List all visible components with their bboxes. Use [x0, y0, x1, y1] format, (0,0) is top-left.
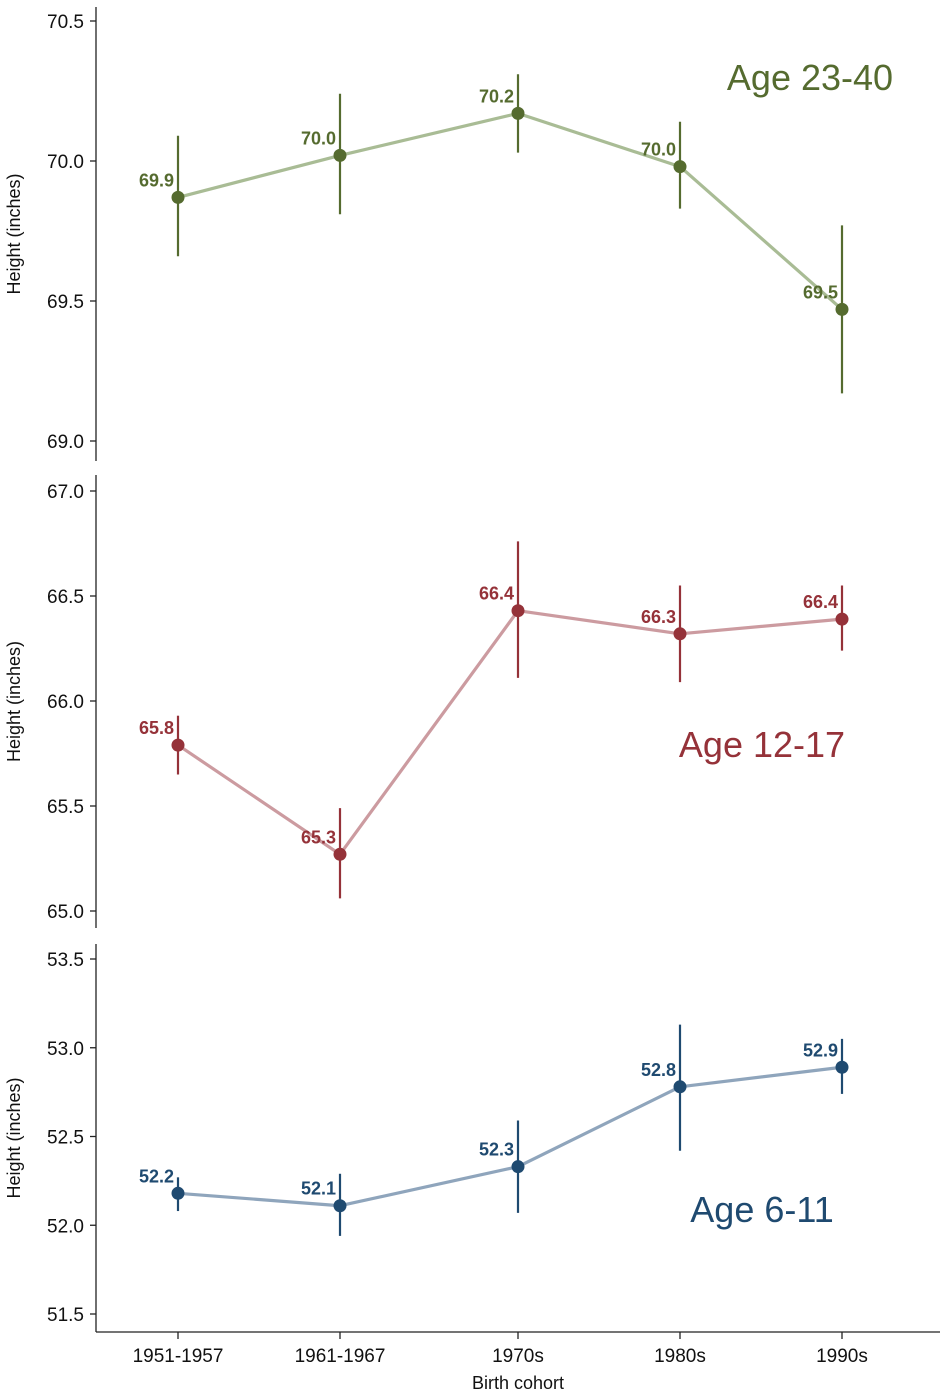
- data-point: [171, 738, 185, 752]
- panel-title: Age 12-17: [679, 724, 845, 765]
- data-label: 66.3: [641, 607, 676, 627]
- panel-2: 65.0 65.5 66.0 66.5 67.0 Height (inches) 65.8 6…: [4, 475, 849, 928]
- data-label: 52.1: [301, 1179, 336, 1199]
- panel-1: 69.0 69.5 70.0 70.5 Height (inches) 69.9 70.0 7…: [4, 7, 893, 461]
- y-tick-label: 52.0: [47, 1216, 84, 1237]
- y-tick-label: 65.0: [47, 902, 84, 923]
- data-label: 52.3: [479, 1140, 514, 1160]
- y-tick-label: 67.0: [47, 482, 84, 503]
- data-label: 66.4: [803, 592, 838, 612]
- data-point: [333, 148, 347, 162]
- panel-title: Age 23-40: [727, 57, 893, 98]
- y-tick-label: 66.5: [47, 587, 84, 608]
- x-tick-label: 1961-1967: [295, 1346, 386, 1367]
- x-tick-label: 1990s: [816, 1346, 868, 1367]
- y-axis-title: Height (inches): [4, 1077, 24, 1198]
- y-tick-label: 52.5: [47, 1128, 84, 1149]
- data-point: [171, 1186, 185, 1200]
- x-tick-label: 1980s: [654, 1346, 706, 1367]
- data-label: 52.2: [139, 1166, 174, 1186]
- x-tick-label: 1970s: [492, 1346, 544, 1367]
- series-line: [177, 1065, 843, 1208]
- x-tick-label: 1951-1957: [133, 1346, 224, 1367]
- y-tick-label: 65.5: [47, 797, 84, 818]
- data-label: 69.5: [803, 282, 838, 302]
- data-point: [333, 1199, 347, 1213]
- y-tick-label: 66.0: [47, 692, 84, 713]
- data-label: 70.2: [479, 86, 514, 106]
- data-point: [835, 1060, 849, 1074]
- data-label: 69.9: [139, 170, 174, 190]
- data-point: [673, 160, 687, 174]
- data-label: 65.8: [139, 718, 174, 738]
- chart-panels: 69.0 69.5 70.0 70.5 Height (inches) 69.9 70.0 7…: [4, 7, 893, 1332]
- data-label: 70.0: [301, 128, 336, 148]
- data-point: [333, 847, 347, 861]
- data-label: 52.9: [803, 1040, 838, 1060]
- data-point: [835, 612, 849, 626]
- y-tick-label: 70.0: [47, 152, 84, 173]
- data-point: [835, 302, 849, 316]
- panel-title: Age 6-11: [690, 1189, 833, 1230]
- y-tick-label: 70.5: [47, 12, 84, 33]
- data-point: [511, 604, 525, 618]
- panel-3: 51.5 52.0 52.5 53.0 53.5 Height (inches) 52.2 5…: [4, 944, 849, 1332]
- y-tick-label: 69.0: [47, 432, 84, 453]
- data-point: [673, 1080, 687, 1094]
- data-point: [511, 106, 525, 120]
- data-point: [673, 627, 687, 641]
- series-line: [177, 111, 844, 311]
- data-label: 52.8: [641, 1060, 676, 1080]
- data-label: 70.0: [641, 140, 676, 160]
- y-tick-label: 53.0: [47, 1039, 84, 1060]
- data-point: [511, 1160, 525, 1174]
- y-tick-label: 53.5: [47, 950, 84, 971]
- data-label: 66.4: [479, 584, 514, 604]
- y-axis-title: Height (inches): [4, 641, 24, 762]
- data-label: 65.3: [301, 827, 336, 847]
- y-axis-title: Height (inches): [4, 173, 24, 294]
- data-point: [171, 190, 185, 204]
- y-tick-label: 51.5: [47, 1305, 84, 1326]
- y-tick-label: 69.5: [47, 292, 84, 313]
- x-axis-title: Birth cohort: [472, 1373, 564, 1393]
- x-axis: 1951-1957 1961-1967 1970s 1980s 1990s: [96, 1331, 940, 1367]
